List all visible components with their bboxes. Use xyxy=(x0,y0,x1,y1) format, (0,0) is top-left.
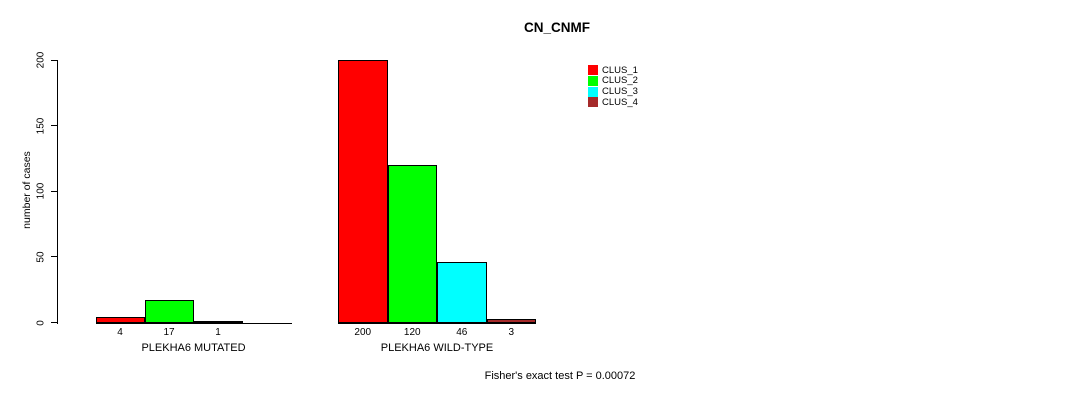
legend-swatch-clus_4 xyxy=(588,97,598,108)
bar-value-label: 4 xyxy=(117,326,123,338)
legend-row: CLUS_4 xyxy=(588,97,638,108)
y-tick-label: 200 xyxy=(35,51,47,69)
bar-clus_3 xyxy=(193,321,243,324)
bar-value-label: 46 xyxy=(456,326,468,338)
y-tick-mark xyxy=(51,190,57,192)
legend-label: CLUS_1 xyxy=(602,64,638,76)
y-tick-label: 150 xyxy=(35,117,47,134)
legend-row: CLUS_1 xyxy=(588,65,638,76)
legend-label: CLUS_2 xyxy=(602,75,638,87)
legend-label: CLUS_3 xyxy=(602,85,638,97)
group-label: PLEKHA6 WILD-TYPE xyxy=(380,342,494,354)
y-tick-mark xyxy=(51,322,57,323)
legend-row: CLUS_2 xyxy=(588,76,638,87)
legend-row: CLUS_3 xyxy=(588,86,638,97)
y-axis-label: number of cases xyxy=(21,151,33,229)
bar-value-label: 17 xyxy=(163,326,175,338)
bar-clus_2 xyxy=(144,300,194,323)
bar-clus_1 xyxy=(95,317,145,323)
y-tick-mark xyxy=(51,256,57,258)
x-axis-baseline xyxy=(338,322,536,324)
y-tick-label: 0 xyxy=(35,319,47,326)
legend-swatch-clus_3 xyxy=(588,86,598,97)
group-label: PLEKHA6 MUTATED xyxy=(141,342,246,354)
y-tick-label: 50 xyxy=(35,251,47,263)
y-tick-mark xyxy=(51,59,57,61)
legend-swatch-clus_2 xyxy=(588,76,598,87)
bar-value-label: 3 xyxy=(508,326,515,338)
bar-clus_1 xyxy=(338,60,388,323)
chart-title: CN_CNMF xyxy=(524,20,590,35)
y-axis-line xyxy=(57,60,58,324)
y-tick-mark xyxy=(51,125,57,127)
bar-value-label: 120 xyxy=(403,326,421,338)
bar-value-label: 1 xyxy=(215,326,221,338)
bar-clus_2 xyxy=(387,165,437,323)
legend-swatch-clus_1 xyxy=(588,65,598,76)
footnote: Fisher's exact test P = 0.00072 xyxy=(484,370,636,382)
bar-clus_3 xyxy=(437,262,487,323)
legend-label: CLUS_4 xyxy=(602,96,638,108)
bar-clus_4 xyxy=(486,318,536,323)
bar-value-label: 200 xyxy=(354,326,372,338)
y-tick-label: 100 xyxy=(35,182,47,200)
legend: CLUS_1 CLUS_2 CLUS_3 CLUS_4 xyxy=(588,65,638,108)
